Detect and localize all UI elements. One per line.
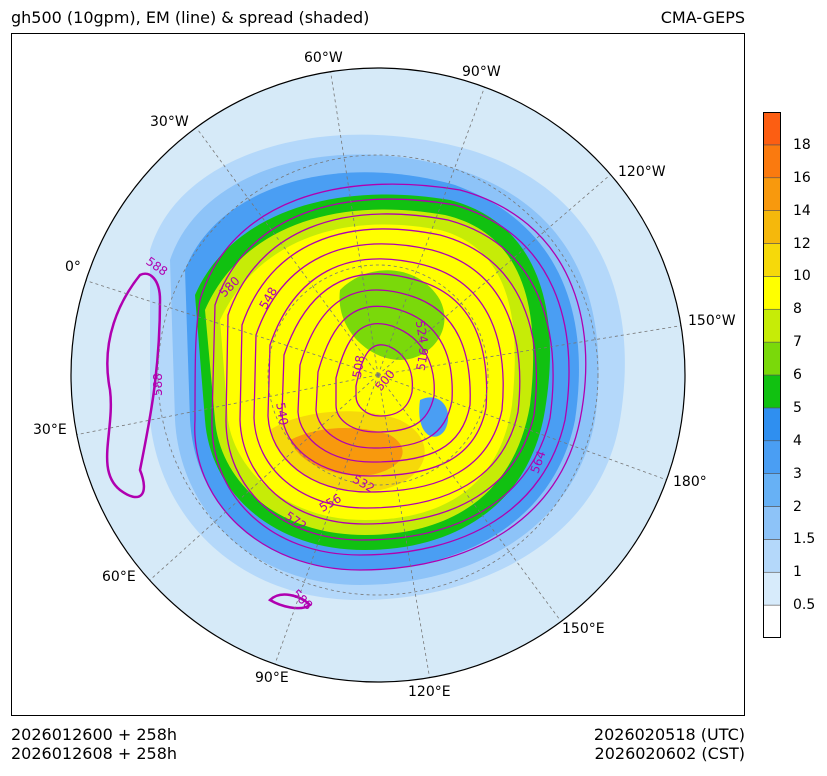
lon-label-120e: 120°E	[408, 684, 451, 700]
lon-label-60w: 60°W	[304, 50, 343, 66]
lon-label-150e: 150°E	[562, 621, 605, 637]
colorbar-tick-label: 1.5	[793, 531, 816, 548]
colorbar-tick-label: 6	[793, 367, 802, 383]
lon-label-60e: 60°E	[102, 569, 136, 585]
contour-label: 508	[350, 354, 368, 379]
contour-588-north-atlantic	[105, 272, 162, 499]
lon-label-90e: 90°E	[255, 670, 289, 686]
contour-532	[281, 273, 488, 477]
colorbar-tick-label: 16	[793, 169, 811, 186]
colorbar-segment	[763, 341, 781, 376]
contour-508	[335, 322, 435, 433]
colorbar-tick-label: 10	[793, 268, 811, 285]
colorbar-segment	[763, 177, 781, 211]
contour-556	[239, 228, 537, 525]
lat-circle-60	[267, 264, 489, 486]
colorbar-segment	[763, 276, 781, 310]
colorbar-tick-label: 2	[793, 498, 802, 515]
colorbar-segment	[763, 506, 781, 540]
colorbar-tick-label: 12	[793, 235, 811, 252]
map-boundary	[70, 67, 686, 683]
colorbar-segment	[763, 407, 781, 442]
contour-524	[297, 289, 471, 463]
meridian-60w	[329, 68, 379, 376]
lon-label-30e: 30°E	[33, 422, 67, 438]
colorbar-segment	[763, 473, 781, 507]
contour-564	[225, 213, 554, 541]
colorbar	[763, 112, 781, 638]
colorbar-tick-label: 8	[793, 301, 802, 318]
colorbar-tick-label: 14	[793, 202, 811, 219]
lon-label-90w: 90°W	[462, 64, 501, 80]
meridian-0	[77, 277, 379, 376]
lon-label-0: 0°	[65, 259, 81, 275]
colorbar-segment	[763, 374, 781, 409]
colorbar-tick-label: 4	[793, 432, 802, 449]
lon-label-180: 180°	[673, 474, 707, 490]
contour-label: 516	[414, 347, 432, 372]
colorbar-segment	[763, 243, 781, 277]
colorbar-tick-label: 1	[793, 564, 802, 581]
colorbar-segment	[763, 144, 781, 179]
lon-label-30w: 30°W	[150, 114, 189, 130]
init-time-utc: 2026012600 + 258h	[11, 725, 178, 744]
colorbar-segment	[763, 604, 781, 638]
contour-500	[355, 344, 414, 417]
colorbar-segment	[763, 539, 781, 573]
meridian-30w	[197, 129, 379, 376]
lon-label-150w: 150°W	[688, 313, 736, 329]
colorbar-tick-label: 7	[793, 334, 802, 351]
colorbar-segment	[763, 571, 781, 606]
contour-label: 524	[413, 319, 431, 344]
valid-time-utc: 2026020518 (UTC)	[593, 725, 745, 744]
meridian-150e	[377, 374, 561, 621]
contour-572	[211, 198, 570, 556]
lon-label-120w: 120°W	[618, 164, 666, 180]
chart-title: gh500 (10gpm), EM (line) & spread (shade…	[11, 8, 370, 27]
spread-band-8b	[339, 270, 445, 360]
colorbar-tick-label: 18	[793, 136, 811, 153]
contour-516	[315, 305, 453, 449]
contour-label: 540	[273, 401, 291, 426]
meridian-150w	[377, 324, 685, 376]
contour-580	[194, 183, 587, 571]
colorbar-segment	[763, 210, 781, 244]
contour-588-south-asia	[267, 593, 312, 610]
contour-label: 588	[151, 373, 165, 396]
lat-circle-40	[157, 154, 599, 596]
colorbar-segment	[763, 112, 781, 146]
contour-540	[267, 258, 504, 493]
valid-time-cst: 2026020602 (CST)	[594, 744, 745, 763]
map-frame	[11, 33, 745, 716]
colorbar-tick-label: 5	[793, 399, 802, 416]
colorbar-segment	[763, 308, 781, 343]
colorbar-outline	[763, 112, 781, 638]
init-time-cst: 2026012608 + 258h	[11, 744, 178, 763]
colorbar-tick-label: 3	[793, 465, 802, 482]
contour-548	[253, 243, 521, 509]
colorbar-tick-label: 0.5	[793, 597, 816, 614]
colorbar-segment	[763, 440, 781, 474]
model-name: CMA-GEPS	[660, 8, 745, 27]
